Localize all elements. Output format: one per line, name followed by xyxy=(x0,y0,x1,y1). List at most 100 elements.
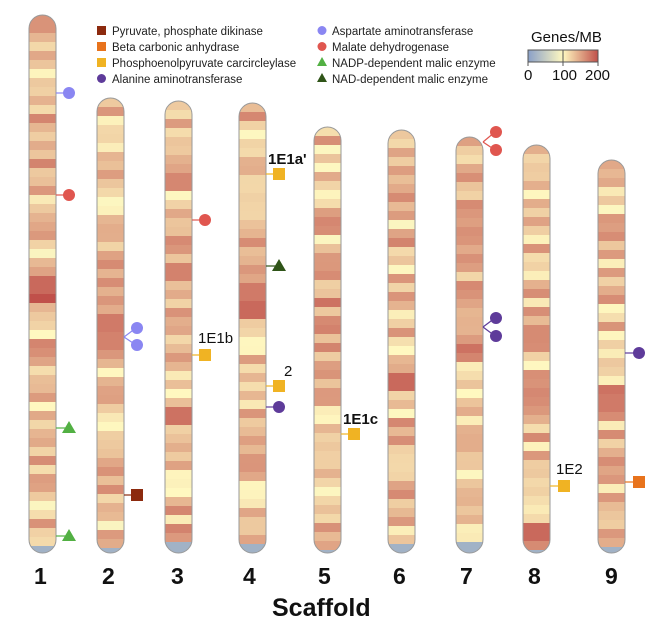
density-band xyxy=(456,200,483,210)
density-band xyxy=(29,96,56,106)
density-band xyxy=(97,512,124,522)
density-band xyxy=(598,358,625,368)
density-band xyxy=(456,452,483,462)
density-band xyxy=(97,548,124,553)
density-band xyxy=(239,247,266,257)
gene-marker-asat xyxy=(131,322,143,334)
density-band xyxy=(97,152,124,162)
density-band xyxy=(388,535,415,545)
density-band xyxy=(165,119,192,129)
density-band xyxy=(456,281,483,291)
density-band xyxy=(314,289,341,299)
density-band xyxy=(239,427,266,437)
density-band xyxy=(456,236,483,246)
density-band xyxy=(165,479,192,489)
density-band xyxy=(314,172,341,182)
density-band xyxy=(523,541,550,551)
density-band xyxy=(97,188,124,198)
density-band xyxy=(29,42,56,52)
density-band xyxy=(388,265,415,275)
density-band xyxy=(314,226,341,236)
density-band xyxy=(523,244,550,254)
density-band xyxy=(456,263,483,273)
density-band xyxy=(598,241,625,251)
density-band xyxy=(97,206,124,216)
density-band xyxy=(29,510,56,520)
density-band xyxy=(388,139,415,149)
density-band xyxy=(523,532,550,542)
density-band xyxy=(598,178,625,188)
density-band xyxy=(239,391,266,401)
density-band xyxy=(314,514,341,524)
density-band xyxy=(456,317,483,327)
density-band xyxy=(523,316,550,326)
density-band xyxy=(97,323,124,333)
density-band xyxy=(29,348,56,358)
density-band xyxy=(239,445,266,455)
density-band xyxy=(598,484,625,494)
density-band xyxy=(523,388,550,398)
density-band xyxy=(388,229,415,239)
density-band xyxy=(314,451,341,461)
density-band xyxy=(165,443,192,453)
gene-marker-mdh xyxy=(199,214,211,226)
density-band xyxy=(29,312,56,322)
density-band xyxy=(456,506,483,516)
density-band xyxy=(598,448,625,458)
gene-marker-nadp-me xyxy=(62,421,76,433)
density-band xyxy=(29,132,56,142)
chromosome-3-bands xyxy=(165,101,192,553)
density-band xyxy=(598,502,625,512)
density-band xyxy=(456,245,483,255)
density-band xyxy=(314,316,341,326)
density-band xyxy=(598,367,625,377)
density-band xyxy=(388,274,415,284)
density-band xyxy=(314,415,341,425)
density-band xyxy=(314,460,341,470)
density-band xyxy=(314,442,341,452)
density-band xyxy=(239,175,266,185)
density-band xyxy=(97,134,124,144)
density-band xyxy=(598,259,625,269)
density-band xyxy=(97,251,124,261)
density-band xyxy=(456,371,483,381)
chromosome-7-outline xyxy=(455,136,484,554)
density-band xyxy=(165,137,192,147)
legend-label-pepc: Phosphoenolpyruvate carcircleylase xyxy=(112,58,296,70)
gene-marker-asat xyxy=(63,87,75,99)
density-band xyxy=(523,190,550,200)
density-band xyxy=(314,199,341,209)
density-band xyxy=(523,442,550,452)
density-band xyxy=(523,298,550,308)
density-band xyxy=(598,214,625,224)
density-band xyxy=(456,380,483,390)
chromosome-7-bands xyxy=(456,137,483,553)
density-band xyxy=(314,334,341,344)
legend-swatch-asat xyxy=(317,26,327,35)
density-band xyxy=(456,398,483,408)
density-band xyxy=(165,191,192,201)
density-band xyxy=(29,501,56,511)
density-band xyxy=(388,193,415,203)
density-band xyxy=(97,413,124,423)
density-band xyxy=(239,229,266,239)
density-band xyxy=(388,292,415,302)
density-band xyxy=(165,362,192,372)
density-band xyxy=(165,245,192,255)
density-band xyxy=(388,247,415,257)
density-band xyxy=(165,263,192,273)
density-band xyxy=(388,427,415,437)
density-band xyxy=(523,415,550,425)
density-band xyxy=(239,157,266,167)
density-band xyxy=(97,467,124,477)
density-band xyxy=(165,551,192,553)
density-band xyxy=(598,475,625,485)
chromosome-3-outline xyxy=(164,100,193,554)
legend-swatch-mdh xyxy=(317,42,327,51)
density-band xyxy=(388,382,415,392)
density-band xyxy=(388,481,415,491)
density-band xyxy=(165,488,192,498)
density-band xyxy=(388,490,415,500)
chromosome-6-outline xyxy=(387,129,416,554)
density-band xyxy=(97,197,124,207)
